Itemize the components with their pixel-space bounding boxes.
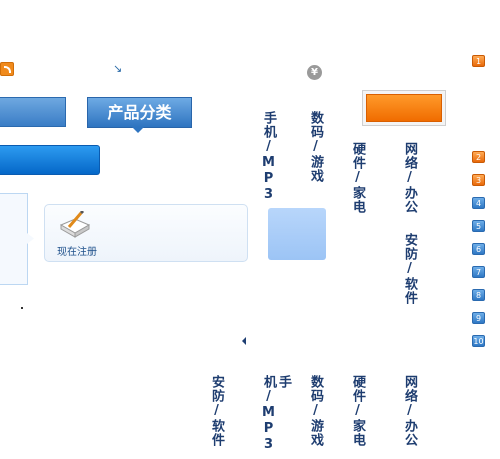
orange-button-face [366,94,442,122]
tab-left-button[interactable] [0,97,66,127]
light-blue-box[interactable] [268,208,326,260]
register-label[interactable]: 现在注册 [57,247,97,258]
column-top-network-office[interactable]: 网络/办公 [402,142,417,214]
column-bottom-phone-mp3[interactable]: 手机/MP3 [261,375,291,453]
column-bottom-security-software[interactable]: 安防/软件 [209,375,224,447]
rss-icon[interactable] [0,62,14,76]
triangle-left-icon[interactable] [242,337,246,345]
column-bottom-digital-games[interactable]: 数码/游戏 [308,375,323,447]
side-panel [0,193,28,285]
rank-badge-6[interactable]: 6 [472,243,485,255]
product-category-tab[interactable]: 产品分类 [87,97,192,128]
yen-icon: ¥ [307,65,322,80]
rank-badge-2[interactable]: 2 [472,151,485,163]
rank-badge-9[interactable]: 9 [472,312,485,324]
rank-badge-7[interactable]: 7 [472,266,485,278]
arrow-se-icon[interactable]: ↘ [113,62,123,75]
tab-pointer [132,127,144,133]
column-top-phone-mp3[interactable]: 手机/MP3 [261,111,276,203]
rank-badge-5[interactable]: 5 [472,220,485,232]
rank-badge-10[interactable]: 10 [472,335,485,347]
pen-paper-icon[interactable] [59,211,91,239]
rank-badge-1[interactable]: 1 [472,55,485,67]
dot [21,307,23,309]
rank-badge-8[interactable]: 8 [472,289,485,301]
column-bottom-network-office[interactable]: 网络/办公 [402,375,417,447]
column-top-digital-games[interactable]: 数码/游戏 [308,111,323,183]
blue-bar-button[interactable] [0,145,100,175]
column-top-hardware-appliances[interactable]: 硬件/家电 [350,142,365,214]
side-panel-pointer [27,233,34,244]
column-top-security-software[interactable]: 安防/软件 [402,233,417,305]
rank-badge-4[interactable]: 4 [472,197,485,209]
column-bottom-hardware-appliances[interactable]: 硬件/家电 [350,375,365,447]
orange-button[interactable] [362,90,446,126]
rank-badge-3[interactable]: 3 [472,174,485,186]
